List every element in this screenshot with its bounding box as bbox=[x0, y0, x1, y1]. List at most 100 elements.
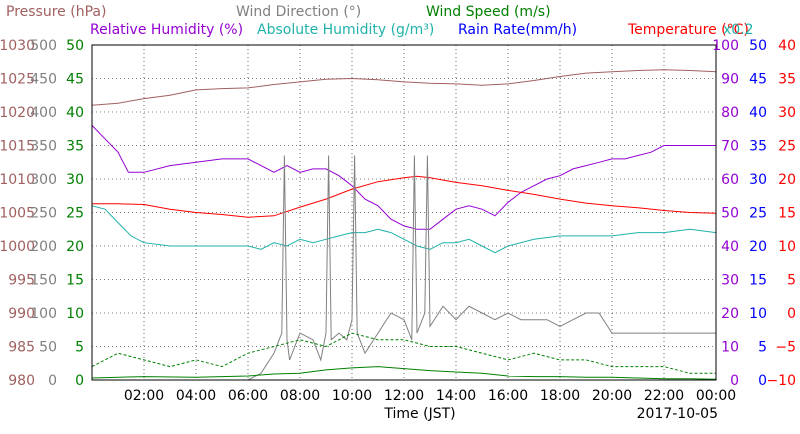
series-line-2 bbox=[91, 205, 717, 254]
x-tick-label: 00:00 bbox=[696, 388, 736, 404]
rain-rate-tick-label: 5 bbox=[758, 340, 767, 356]
plot-frame bbox=[91, 44, 717, 381]
title-label: Wind Speed (m/s) bbox=[426, 4, 551, 20]
series-line-1 bbox=[91, 125, 716, 230]
temperature-tick-label: 25 bbox=[778, 139, 796, 155]
x-tick-label: 18:00 bbox=[540, 388, 580, 404]
pressure-tick-label: 985 bbox=[8, 340, 35, 356]
pressure-tick-label: 1005 bbox=[0, 206, 35, 222]
relative-humidity-tick-label: 40 bbox=[721, 239, 739, 255]
temperature-tick-label: 40 bbox=[778, 38, 796, 54]
series-line-3 bbox=[92, 175, 717, 218]
relative-humidity-tick-label: 90 bbox=[721, 72, 739, 88]
relative-humidity-tick-label: 30 bbox=[721, 273, 739, 289]
wind-direction-tick-label: 300 bbox=[30, 172, 57, 188]
x-tick-label: 02:00 bbox=[124, 388, 164, 404]
wind-speed-tick-label: 10 bbox=[66, 306, 84, 322]
x-tick-label: 16:00 bbox=[488, 388, 528, 404]
temperature-tick-label: 15 bbox=[778, 206, 796, 222]
wind-direction-tick-label: 400 bbox=[30, 105, 57, 121]
series-line-6 bbox=[91, 332, 716, 374]
rain-rate-tick-label: 50 bbox=[749, 38, 767, 54]
wind-speed-tick-label: 25 bbox=[66, 206, 84, 222]
pressure-tick-label: 1000 bbox=[0, 239, 35, 255]
relative-humidity-tick-label: 0 bbox=[730, 373, 739, 389]
temperature-tick-label: 30 bbox=[778, 105, 796, 121]
rain-rate-tick-label: 0 bbox=[758, 373, 767, 389]
x-tick-label: 14:00 bbox=[436, 388, 476, 404]
title-label: x0.2 bbox=[723, 22, 754, 38]
grid bbox=[92, 44, 717, 381]
wind-direction-tick-label: 500 bbox=[30, 38, 57, 54]
wind-direction-tick-label: 250 bbox=[30, 206, 57, 222]
series-layer bbox=[91, 69, 717, 381]
temperature-tick-label: 20 bbox=[778, 172, 796, 188]
wind-direction-tick-label: 450 bbox=[30, 72, 57, 88]
series-line-4 bbox=[92, 155, 716, 381]
pressure-tick-label: 1020 bbox=[0, 105, 35, 121]
title-line-1: Pressure (hPa) Wind Direction (°) Wind Spe… bbox=[6, 4, 551, 20]
temperature-tick-label: −10 bbox=[766, 373, 796, 389]
relative-humidity-tick-label: 10 bbox=[721, 340, 739, 356]
x-tick-label: 08:00 bbox=[280, 388, 320, 404]
wind-direction-tick-label: 50 bbox=[39, 340, 57, 356]
title-label: Absolute Humidity (g/m³) bbox=[257, 22, 434, 38]
temperature-tick-label: 10 bbox=[778, 239, 796, 255]
x-tick-label: 22:00 bbox=[644, 388, 684, 404]
relative-humidity-tick-label: 100 bbox=[712, 38, 739, 54]
wind-speed-tick-label: 5 bbox=[75, 340, 84, 356]
pressure-tick-label: 1025 bbox=[0, 72, 35, 88]
x-axis-label: Time (JST) bbox=[383, 406, 455, 422]
x-tick-label: 20:00 bbox=[592, 388, 632, 404]
relative-humidity-tick-label: 70 bbox=[721, 139, 739, 155]
pressure-tick-label: 1015 bbox=[0, 139, 35, 155]
wind-direction-tick-label: 150 bbox=[30, 273, 57, 289]
pressure-tick-label: 990 bbox=[8, 306, 35, 322]
wind-speed-tick-label: 20 bbox=[66, 239, 84, 255]
rain-rate-tick-label: 40 bbox=[749, 105, 767, 121]
title-label: Rain Rate(mm/h) bbox=[458, 22, 577, 38]
rain-rate-tick-label: 30 bbox=[749, 172, 767, 188]
rain-rate-tick-label: 35 bbox=[749, 139, 767, 155]
x-tick-label: 04:00 bbox=[176, 388, 216, 404]
title-label: Relative Humidity (%) bbox=[90, 22, 243, 38]
rain-rate-tick-label: 15 bbox=[749, 273, 767, 289]
rain-rate-tick-label: 20 bbox=[749, 239, 767, 255]
x-tick-label: 12:00 bbox=[384, 388, 424, 404]
rain-rate-tick-label: 10 bbox=[749, 306, 767, 322]
wind-direction-tick-label: 200 bbox=[30, 239, 57, 255]
temperature-tick-label: −5 bbox=[775, 340, 796, 356]
wind-direction-tick-label: 0 bbox=[48, 373, 57, 389]
temperature-tick-label: 5 bbox=[787, 273, 796, 289]
wind-speed-tick-label: 0 bbox=[75, 373, 84, 389]
x-tick-labels: 02:00 04:00 06:00 08:00 10:00 12:00 14:00 16:00… bbox=[124, 388, 736, 404]
relative-humidity-tick-label: 20 bbox=[721, 306, 739, 322]
x-tick-label: 10:00 bbox=[332, 388, 372, 404]
pressure-tick-label: 1030 bbox=[0, 38, 35, 54]
wind-speed-tick-label: 45 bbox=[66, 72, 84, 88]
title-label: Temperature (°C) bbox=[627, 22, 749, 38]
title-label: Wind Direction (°) bbox=[236, 4, 361, 20]
wind-speed-tick-label: 30 bbox=[66, 172, 84, 188]
wind-direction-tick-label: 350 bbox=[30, 139, 57, 155]
wind-speed-tick-label: 50 bbox=[66, 38, 84, 54]
chart-date: 2017-10-05 bbox=[637, 406, 718, 422]
axis-labels: 1030102510201015101010051000995990985980… bbox=[0, 38, 796, 389]
relative-humidity-tick-label: 50 bbox=[721, 206, 739, 222]
wind-speed-tick-label: 40 bbox=[66, 105, 84, 121]
title-line-2: Relative Humidity (%) Absolute Humidity (… bbox=[90, 22, 754, 38]
relative-humidity-tick-label: 80 bbox=[721, 105, 739, 121]
temperature-tick-label: 0 bbox=[787, 306, 796, 322]
series-line-0 bbox=[91, 69, 717, 106]
relative-humidity-tick-label: 60 bbox=[721, 172, 739, 188]
rain-rate-tick-label: 45 bbox=[749, 72, 767, 88]
wind-speed-tick-label: 35 bbox=[66, 139, 84, 155]
series-line-5 bbox=[91, 366, 717, 380]
rain-rate-tick-label: 25 bbox=[749, 206, 767, 222]
pressure-tick-label: 1010 bbox=[0, 172, 35, 188]
x-tick-label: 06:00 bbox=[228, 388, 268, 404]
pressure-tick-label: 995 bbox=[8, 273, 35, 289]
temperature-tick-label: 35 bbox=[778, 72, 796, 88]
wind-speed-tick-label: 15 bbox=[66, 273, 84, 289]
